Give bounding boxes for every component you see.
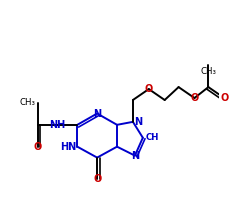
Text: HN: HN (60, 142, 76, 152)
Text: O: O (33, 142, 42, 152)
Text: N: N (134, 117, 142, 127)
Text: CH₃: CH₃ (200, 67, 216, 76)
Text: O: O (93, 174, 101, 184)
Text: CH₃: CH₃ (20, 98, 36, 107)
Text: O: O (220, 93, 228, 103)
Text: O: O (190, 93, 199, 103)
Text: N: N (93, 109, 101, 119)
Text: NH: NH (49, 120, 66, 130)
Text: CH: CH (145, 133, 159, 142)
Text: N: N (131, 151, 139, 161)
Text: O: O (145, 84, 153, 94)
